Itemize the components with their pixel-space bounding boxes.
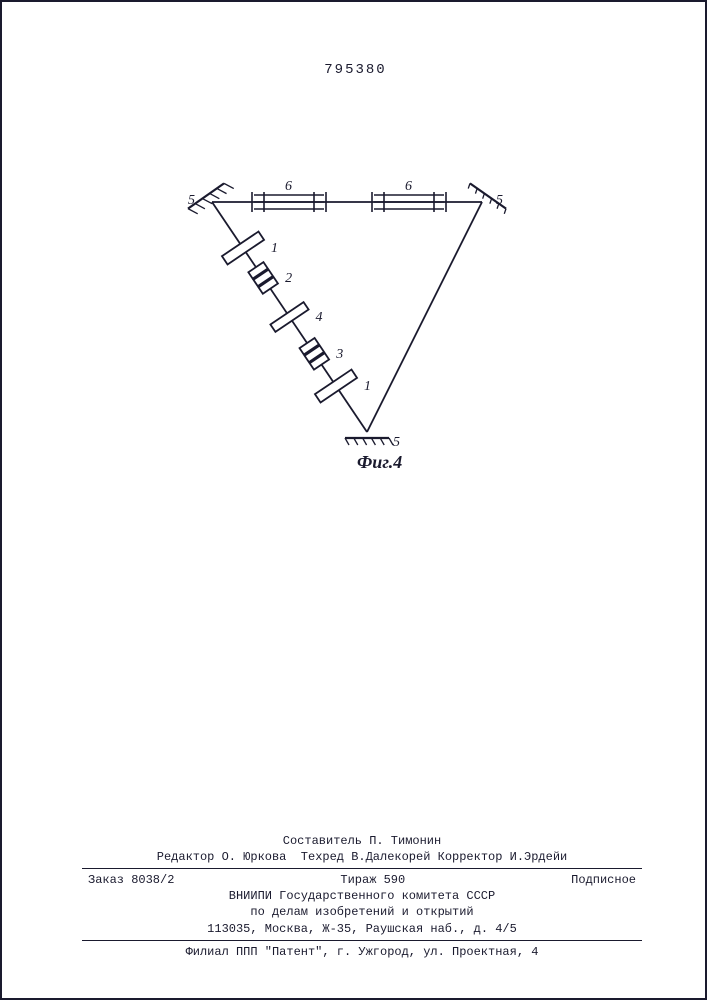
order-row: Заказ 8038/2 Тираж 590 Подписное [82, 872, 642, 888]
editor-line: Редактор О. Юркова Техред В.Далекорей Ко… [82, 849, 642, 865]
svg-text:2: 2 [285, 271, 292, 286]
svg-text:6: 6 [285, 179, 292, 194]
svg-text:5: 5 [393, 435, 400, 450]
patent-number: 795380 [2, 62, 707, 78]
vniipi-line-1: ВНИИПИ Государственного комитета СССР [82, 888, 642, 904]
filial-line: Филиал ППП "Патент", г. Ужгород, ул. Про… [82, 944, 642, 960]
svg-text:4: 4 [316, 310, 323, 325]
tirazh-value: Тираж 590 [340, 872, 405, 888]
figure-label: Фиг.4 [357, 452, 402, 473]
figure-4-diagram: 5556612431 [152, 162, 552, 482]
svg-text:3: 3 [335, 347, 343, 362]
page-frame: 795380 5556612431 Фиг.4 Составитель П. Т… [0, 0, 707, 1000]
podpisnoe-label: Подписное [571, 872, 636, 888]
svg-text:6: 6 [405, 179, 412, 194]
svg-text:5: 5 [188, 193, 195, 208]
colophon-block: Составитель П. Тимонин Редактор О. Юрков… [82, 833, 642, 960]
rule-2 [82, 940, 642, 941]
address-line: 113035, Москва, Ж-35, Раушская наб., д. … [82, 921, 642, 937]
compiler-line: Составитель П. Тимонин [82, 833, 642, 849]
svg-text:1: 1 [364, 379, 371, 394]
svg-text:1: 1 [271, 241, 278, 256]
order-number: Заказ 8038/2 [88, 872, 174, 888]
vniipi-line-2: по делам изобретений и открытий [82, 904, 642, 920]
rule-1 [82, 868, 642, 869]
svg-text:5: 5 [496, 193, 503, 208]
